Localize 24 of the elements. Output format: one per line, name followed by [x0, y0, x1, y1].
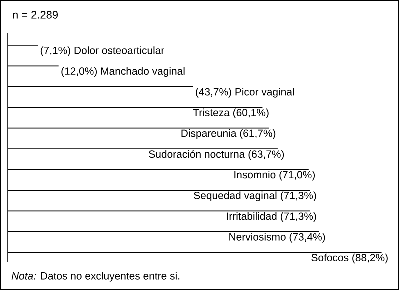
y-tick-label: Sequedad vaginal: [194, 192, 277, 202]
data-label: (61,7%): [240, 130, 276, 140]
data-label: (71,3%): [280, 212, 316, 222]
data-label: (43,7%): [196, 88, 232, 98]
data-label: (71,0%): [280, 170, 316, 181]
data-label: (12,0%): [62, 67, 98, 78]
y-tick-label: Picor vaginal: [236, 88, 294, 98]
y-tick-label: Sudoración nocturna: [149, 150, 246, 158]
y-tick-label: Sofocos: [312, 254, 349, 262]
data-label: (60,1%): [233, 108, 269, 119]
data-label: (88,2%): [352, 254, 388, 264]
data-label: (73,4%): [290, 233, 326, 243]
text: Nota: Datos no excluyentes entre si.: [12, 272, 180, 282]
y-tick-label: Manchado vaginal: [101, 67, 185, 78]
y-tick-label: Tristeza: [193, 108, 230, 116]
data-label: (71,3%): [280, 192, 316, 202]
y-tick-label: Irritabilidad: [227, 212, 277, 220]
data-label: (63,7%): [248, 150, 284, 160]
y-tick-label: Dispareunia: [182, 130, 237, 140]
data-label: (7,1%): [40, 46, 70, 56]
y-tick-label: Insomnio: [234, 170, 276, 179]
y-tick-label: Nerviosismo: [230, 233, 286, 241]
y-tick-label: Dolor osteoarticular: [74, 46, 164, 54]
chart-title: n = 2.289: [13, 11, 58, 19]
